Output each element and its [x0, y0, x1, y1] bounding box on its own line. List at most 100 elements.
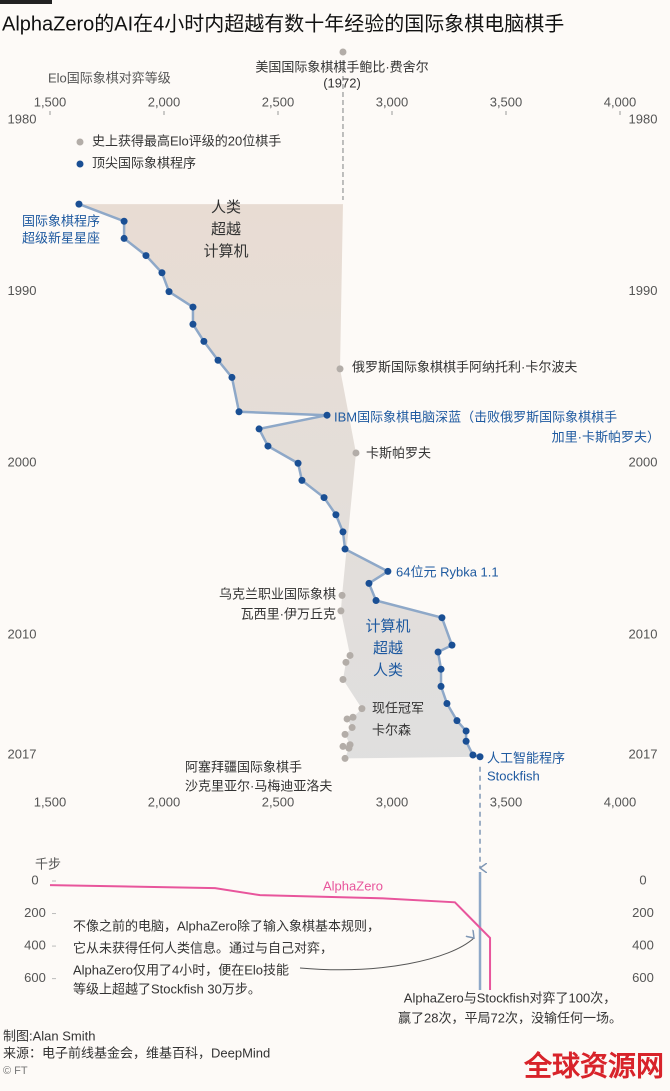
program-dot — [339, 528, 347, 536]
player-dot — [336, 365, 344, 373]
y-tick-label: 0 — [31, 872, 38, 887]
program-dot — [264, 442, 272, 450]
player-dot — [339, 742, 347, 750]
note: AlphaZero仅用了4小时，便在Elo技能 — [73, 962, 289, 977]
annotation: 沙克里亚尔·马梅迪亚洛夫 — [185, 778, 332, 793]
annotation: 超越 — [373, 640, 403, 657]
program-dot — [448, 641, 456, 649]
credit: © FT — [3, 1065, 28, 1077]
program-dot — [200, 337, 208, 345]
player-dot — [348, 724, 356, 732]
title-bar — [0, 0, 52, 4]
x-axis-label: Elo国际象棋对弈等级 — [48, 70, 171, 85]
annotation: 瓦西里·伊万丘克 — [241, 606, 336, 621]
annotation: 人工智能程序 — [487, 750, 565, 765]
program-dot — [365, 579, 373, 587]
program-dot — [434, 648, 442, 656]
program-dot — [120, 234, 128, 242]
y-tick-label: 1980 — [8, 111, 37, 126]
annotation: IBM国际象棋电脑深蓝（击败俄罗斯国际象棋棋手 — [334, 409, 617, 424]
program-dot — [384, 567, 392, 575]
program-dot — [443, 700, 451, 708]
program-dot — [453, 717, 461, 725]
annotation: 现任冠军 — [372, 700, 424, 715]
annotation: 卡尔森 — [372, 722, 411, 737]
x-tick-label: 2,000 — [148, 794, 181, 809]
player-dot — [352, 449, 360, 457]
y-tick-label: 600 — [24, 970, 46, 985]
annotation: 计算机 — [203, 242, 248, 260]
program-dot — [294, 459, 302, 467]
x-tick-label: 4,000 — [604, 794, 637, 809]
program-dot — [462, 727, 470, 735]
note: 不像之前的电脑，AlphaZero除了输入象棋基本规则， — [73, 918, 380, 933]
program-dot — [255, 425, 263, 433]
x-tick-label: 1,500 — [34, 794, 67, 809]
player-dot — [346, 651, 354, 659]
watermark: 全球资源网 — [523, 1049, 664, 1081]
fischer-dot — [339, 48, 347, 56]
x-tick-label: 3,000 — [376, 794, 409, 809]
annotation: 美国国际象棋棋手鲍比·费舍尔 — [255, 59, 428, 74]
y-tick-label: 200 — [632, 905, 654, 920]
y-tick-label: 0 — [639, 872, 646, 887]
annotation: Stockfish — [487, 768, 540, 783]
x-tick-label: 2,500 — [262, 794, 295, 809]
annotation: 俄罗斯国际象棋棋手阿纳托利·卡尔波夫 — [352, 359, 577, 374]
player-dot — [358, 705, 366, 713]
note: 等级上超越了Stockfish 30万步。 — [73, 981, 261, 996]
annotation: 卡斯帕罗夫 — [366, 445, 431, 460]
annotation: 阿塞拜疆国际象棋手 — [185, 759, 302, 774]
y-tick-label: 2010 — [8, 626, 37, 641]
x-tick-label: 4,000 — [604, 94, 637, 109]
x-tick-label: 2,500 — [262, 94, 295, 109]
player-dot — [339, 675, 347, 683]
program-dot — [437, 682, 445, 690]
player-dot — [337, 607, 345, 615]
note-arrow — [299, 938, 474, 971]
y-tick-label: 1980 — [629, 111, 658, 126]
legend-dot — [76, 160, 84, 168]
player-dot — [342, 658, 350, 666]
result: 赢了28次，平局72次，没输任何一场。 — [398, 1010, 622, 1025]
annotation: 人类 — [211, 199, 241, 216]
annotation: (1972) — [323, 75, 361, 90]
program-dot — [75, 200, 83, 208]
y-tick-label: 2017 — [629, 746, 658, 761]
credit: 来源：电子前线基金会，维基百科，DeepMind — [3, 1045, 270, 1060]
y-tick-label: 1990 — [8, 283, 37, 298]
y-tick-label: 2017 — [8, 746, 37, 761]
program-dot — [189, 303, 197, 311]
legend-label: 史上获得最高Elo评级的20位棋手 — [92, 133, 281, 148]
annotation: 人类 — [373, 662, 403, 679]
y-tick-label: 600 — [632, 970, 654, 985]
y-tick-label: 200 — [24, 905, 46, 920]
annotation: 64位元 Rybka 1.1 — [396, 564, 499, 579]
annotation: 加里·卡斯帕罗夫） — [552, 429, 660, 444]
annotation: 乌克兰职业国际象棋 — [219, 586, 336, 601]
x-tick-label: 2,000 — [148, 94, 181, 109]
result: AlphaZero与Stockfish对弈了100次， — [404, 990, 616, 1005]
y-tick-label: 400 — [632, 938, 654, 953]
legend-dot — [76, 138, 84, 146]
y-tick-label: 2000 — [8, 455, 37, 470]
program-dot — [158, 269, 166, 277]
player-dot — [338, 591, 346, 599]
program-dot — [372, 597, 380, 605]
gap-area — [78, 204, 481, 759]
program-dot — [437, 665, 445, 673]
x-tick-label: 3,000 — [376, 94, 409, 109]
player-dot — [341, 730, 349, 738]
alphazero-line — [49, 884, 492, 990]
title: AlphaZero的AI在4小时内超越有数十年经验的国际象棋电脑棋手 — [2, 12, 564, 35]
y-tick-label: 2000 — [629, 455, 658, 470]
series-label: AlphaZero — [323, 878, 383, 893]
program-dot — [476, 753, 484, 761]
y-tick-label: 2010 — [629, 626, 658, 641]
program-dot — [189, 320, 197, 328]
program-dot — [323, 411, 331, 419]
player-dot — [349, 713, 357, 721]
program-dot — [120, 217, 128, 225]
legend-label: 顶尖国际象棋程序 — [92, 155, 196, 170]
